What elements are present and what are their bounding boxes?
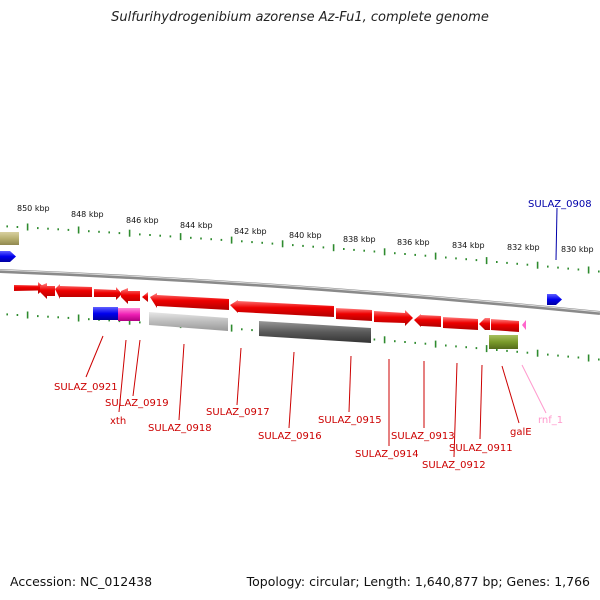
gene-arrow xyxy=(336,308,372,321)
gene-label-pink: rnf_1 xyxy=(538,415,563,426)
ruler-ticks-top xyxy=(6,223,600,274)
gene-arrow xyxy=(491,319,519,332)
ruler-label: 842 kbp xyxy=(234,227,267,236)
gene-label: galE xyxy=(510,427,532,438)
gene-label: SULAZ_0911 xyxy=(449,443,513,454)
gene-arrow xyxy=(40,283,55,299)
feature-blue xyxy=(93,307,118,320)
ruler-label: 832 kbp xyxy=(507,243,540,252)
feature-light-gray xyxy=(149,312,228,331)
gene-arrow xyxy=(150,293,229,310)
ruler-label: 848 kbp xyxy=(71,210,104,219)
gene-arrow xyxy=(14,282,45,294)
feature-pink xyxy=(522,320,526,330)
feature-olive xyxy=(489,335,518,349)
ruler-label: 834 kbp xyxy=(452,241,485,250)
callout-line-pink xyxy=(521,364,547,414)
gene-arrow xyxy=(374,310,413,326)
ruler-label: 846 kbp xyxy=(126,216,159,225)
ruler-label: 838 kbp xyxy=(343,235,376,244)
feature-dark-gray xyxy=(259,321,371,343)
ruler-label: 840 kbp xyxy=(289,231,322,240)
gene-arrow xyxy=(121,288,140,304)
gene-arrow xyxy=(443,317,478,330)
ruler-label: 850 kbp xyxy=(17,204,50,213)
gene-arrow xyxy=(94,287,122,300)
gene-label: SULAZ_0917 xyxy=(206,407,270,418)
gene-arrow xyxy=(414,314,441,327)
callout-line xyxy=(555,207,558,261)
gene-label: xth xyxy=(110,416,126,427)
feature-blue-left xyxy=(0,251,16,262)
ruler-label: 836 kbp xyxy=(397,238,430,247)
gene-label: SULAZ_0921 xyxy=(54,382,118,393)
gene-label-top: SULAZ_0908 xyxy=(528,199,592,210)
feature-khaki xyxy=(0,232,19,245)
accession-text: Accession: NC_012438 xyxy=(10,574,153,589)
gene-labels: SULAZ_0921 xth SULAZ_0919 SULAZ_0918 SUL… xyxy=(54,382,563,471)
ruler-label: 844 kbp xyxy=(180,221,213,230)
genome-backbone xyxy=(0,269,600,315)
gene-arrow xyxy=(230,300,334,317)
gene-track xyxy=(14,282,519,332)
gene-arrow xyxy=(55,284,92,299)
feature-blue-right xyxy=(547,294,562,305)
ruler-labels: 850 kbp 848 kbp 846 kbp 844 kbp 842 kbp … xyxy=(17,204,594,254)
feature-magenta xyxy=(118,308,140,321)
gene-arrow xyxy=(479,318,490,330)
gene-label: SULAZ_0918 xyxy=(148,423,212,434)
ruler-label: 830 kbp xyxy=(561,245,594,254)
genome-title: Sulfurihydrogenibium azorense Az-Fu1, co… xyxy=(111,10,489,25)
gene-label: SULAZ_0913 xyxy=(391,431,455,442)
gene-label: SULAZ_0912 xyxy=(422,460,486,471)
callout-lines xyxy=(85,335,520,458)
gene-label: SULAZ_0914 xyxy=(355,449,419,460)
gene-label: SULAZ_0915 xyxy=(318,415,382,426)
gene-label: SULAZ_0916 xyxy=(258,431,322,442)
gene-label: SULAZ_0919 xyxy=(105,398,169,409)
topology-text: Topology: circular; Length: 1,640,877 bp… xyxy=(246,574,590,589)
gene-arrow xyxy=(142,292,148,302)
